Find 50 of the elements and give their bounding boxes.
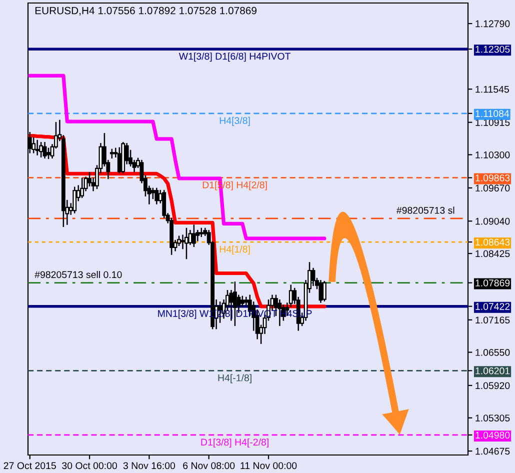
candlestick bbox=[117, 147, 122, 174]
candlestick bbox=[154, 188, 159, 204]
ref-line-label: H4[3/8] bbox=[220, 116, 250, 126]
y-tick-label: 1.11084 bbox=[476, 110, 510, 118]
candlestick bbox=[150, 188, 155, 200]
y-tick-label: 1.11545 bbox=[476, 86, 509, 93]
y-tick-label: 1.05920 bbox=[476, 382, 510, 390]
candlestick bbox=[322, 280, 326, 302]
y-tick-label: 1.10300 bbox=[476, 151, 510, 158]
y-tick-label: 1.06201 bbox=[476, 367, 510, 374]
y-tick-label: 1.04980 bbox=[476, 432, 510, 439]
y-tick-label: 1.12305 bbox=[476, 46, 510, 53]
y-tick-label: 1.08643 bbox=[476, 238, 510, 246]
y-tick-label: 1.08425 bbox=[476, 250, 510, 258]
candlestick bbox=[39, 142, 44, 158]
ref-line-label: #98205713 sl bbox=[396, 206, 454, 214]
candlestick bbox=[42, 142, 47, 159]
ref-line-label: W1[3/8] D1[6/8] H4PIVOT bbox=[178, 52, 291, 62]
y-tick-label: 1.05305 bbox=[476, 414, 510, 422]
y-tick-label: 1.09863 bbox=[476, 174, 510, 182]
candlestick bbox=[46, 148, 50, 160]
y-tick-label: 1.09040 bbox=[476, 218, 510, 225]
candlestick bbox=[232, 282, 237, 326]
ref-line-label: #98205713 sell 0.10 bbox=[34, 270, 122, 278]
y-tick-label: 1.07165 bbox=[476, 316, 510, 324]
ref-line-label: H4[-1/8] bbox=[218, 374, 252, 384]
y-tick-label: 1.12790 bbox=[476, 20, 510, 28]
x-tick-label: 30 Oct 00:00 bbox=[62, 462, 117, 470]
y-tick-label: 1.07869 bbox=[476, 280, 510, 286]
candlestick bbox=[192, 224, 196, 248]
candlestick bbox=[80, 178, 84, 198]
x-tick-label: 27 Oct 2015 bbox=[4, 462, 56, 470]
y-tick-label: 1.09670 bbox=[476, 184, 510, 192]
x-tick-label: 11 Nov 00:00 bbox=[240, 462, 297, 470]
candlestick bbox=[180, 234, 185, 250]
line-series bbox=[28, 74, 326, 240]
candlestick bbox=[72, 186, 77, 214]
candlestick bbox=[184, 228, 188, 260]
ref-line-label: D1[3/8] H4[-2/8] bbox=[201, 438, 268, 448]
candlestick bbox=[240, 296, 244, 308]
y-tick-label: 1.07422 bbox=[476, 303, 510, 310]
chart-title: EURUSD,H4 1.07556 1.07892 1.07528 1.07869 bbox=[35, 6, 256, 16]
x-tick-label: 3 Nov 16:00 bbox=[123, 462, 176, 470]
x-tick-label: 6 Nov 08:00 bbox=[183, 462, 235, 470]
candlestick bbox=[35, 140, 40, 156]
y-tick-label: 1.06550 bbox=[476, 349, 510, 356]
candlestick bbox=[311, 268, 316, 286]
candlestick bbox=[318, 280, 323, 303]
ref-line-label: H4[1/8] bbox=[220, 245, 250, 255]
y-tick-label: 1.04675 bbox=[476, 448, 510, 455]
